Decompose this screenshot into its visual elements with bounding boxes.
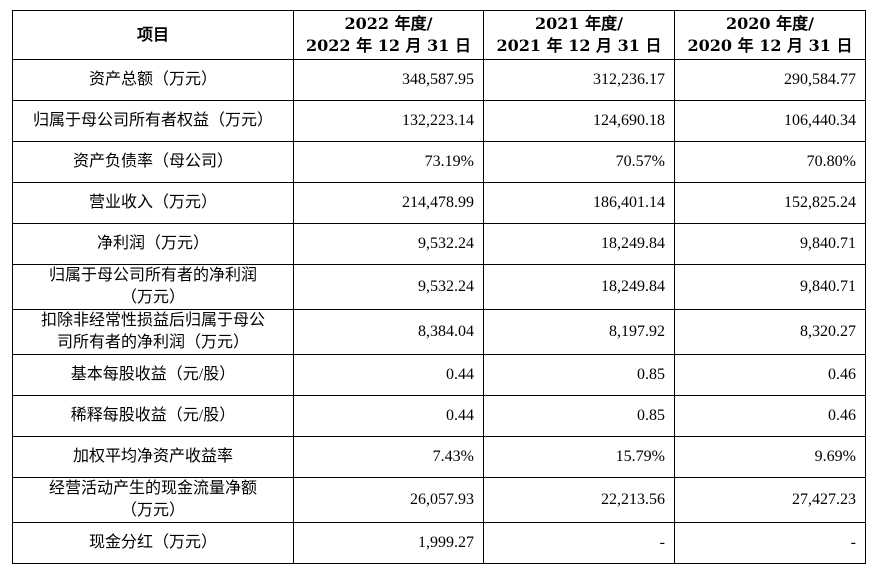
row-label-line1: 经营活动产生的现金流量净额	[48, 480, 257, 497]
cell-2022: 73.19%	[293, 141, 484, 183]
table-row: 净利润（万元） 9,532.24 18,249.84 9,840.71	[12, 223, 866, 265]
cell-2020: -	[674, 522, 866, 564]
cell-2021: -	[483, 522, 675, 564]
table-row: 归属于母公司所有者的净利润 （万元） 9,532.24 18,249.84 9,8…	[12, 264, 866, 310]
cell-2020: 9,840.71	[674, 264, 866, 310]
row-label: 资产负债率（母公司）	[12, 141, 294, 183]
row-label-line1: 加权平均净资产收益率	[72, 448, 233, 465]
cell-2022: 0.44	[293, 354, 484, 396]
row-label: 加权平均净资产收益率	[12, 436, 294, 478]
table-row: 稀释每股收益（元/股） 0.44 0.85 0.46	[12, 395, 866, 437]
header-2021: 2021 年度/ 2021 年 12 月 31 日	[483, 10, 675, 60]
header-item-label: 项目	[136, 25, 169, 44]
row-label-line1: 稀释每股收益（元/股）	[70, 407, 236, 424]
row-label: 经营活动产生的现金流量净额 （万元）	[12, 477, 294, 523]
row-label-line2: （万元）	[120, 502, 185, 519]
header-2022-line1: 2022 年度/	[344, 14, 433, 33]
row-label: 归属于母公司所有者权益（万元）	[12, 100, 294, 142]
table-row: 现金分红（万元） 1,999.27 - -	[12, 522, 866, 564]
row-label-line1: 扣除非经常性损益后归属于母公	[40, 312, 265, 329]
cell-2020: 9.69%	[674, 436, 866, 478]
cell-2020: 8,320.27	[674, 309, 866, 355]
table-row: 加权平均净资产收益率 7.43% 15.79% 9.69%	[12, 436, 866, 478]
cell-2021: 70.57%	[483, 141, 675, 183]
cell-2020: 0.46	[674, 354, 866, 396]
table-header-row: 项目 2022 年度/ 2022 年 12 月 31 日 2021 年度/ 20…	[12, 10, 866, 60]
cell-2021: 0.85	[483, 395, 675, 437]
cell-2022: 132,223.14	[293, 100, 484, 142]
row-label: 归属于母公司所有者的净利润 （万元）	[12, 264, 294, 310]
header-item: 项目	[12, 10, 294, 60]
cell-2022: 348,587.95	[293, 59, 484, 101]
header-2020: 2020 年度/ 2020 年 12 月 31 日	[674, 10, 866, 60]
cell-2020: 0.46	[674, 395, 866, 437]
row-label-line1: 资产总额（万元）	[88, 71, 217, 88]
table-row: 资产负债率（母公司） 73.19% 70.57% 70.80%	[12, 141, 866, 183]
cell-2022: 8,384.04	[293, 309, 484, 355]
cell-2020: 152,825.24	[674, 182, 866, 224]
cell-2022: 26,057.93	[293, 477, 484, 523]
row-label: 扣除非经常性损益后归属于母公 司所有者的净利润（万元）	[12, 309, 294, 355]
cell-2020: 290,584.77	[674, 59, 866, 101]
cell-2021: 18,249.84	[483, 264, 675, 310]
row-label-line1: 归属于母公司所有者的净利润	[48, 267, 257, 284]
cell-2021: 124,690.18	[483, 100, 675, 142]
financial-summary-table: 项目 2022 年度/ 2022 年 12 月 31 日 2021 年度/ 20…	[12, 10, 866, 564]
cell-2020: 9,840.71	[674, 223, 866, 265]
row-label-line1: 基本每股收益（元/股）	[70, 366, 236, 383]
header-2020-line1: 2020 年度/	[726, 14, 814, 33]
row-label: 资产总额（万元）	[12, 59, 294, 101]
table-row: 经营活动产生的现金流量净额 （万元） 26,057.93 22,213.56 27…	[12, 477, 866, 523]
row-label: 现金分红（万元）	[12, 522, 294, 564]
row-label: 稀释每股收益（元/股）	[12, 395, 294, 437]
cell-2022: 7.43%	[293, 436, 484, 478]
header-2021-line1: 2021 年度/	[535, 14, 623, 33]
row-label-line1: 资产负债率（母公司）	[72, 153, 233, 170]
cell-2021: 312,236.17	[483, 59, 675, 101]
cell-2021: 8,197.92	[483, 309, 675, 355]
table-row: 基本每股收益（元/股） 0.44 0.85 0.46	[12, 354, 866, 396]
cell-2021: 18,249.84	[483, 223, 675, 265]
header-2021-line2: 2021 年 12 月 31 日	[496, 36, 662, 55]
cell-2020: 70.80%	[674, 141, 866, 183]
cell-2020: 27,427.23	[674, 477, 866, 523]
row-label: 基本每股收益（元/股）	[12, 354, 294, 396]
header-2020-line2: 2020 年 12 月 31 日	[687, 36, 853, 55]
cell-2021: 15.79%	[483, 436, 675, 478]
header-2022: 2022 年度/ 2022 年 12 月 31 日	[293, 10, 484, 60]
row-label-line1: 营业收入（万元）	[88, 194, 217, 211]
cell-2022: 1,999.27	[293, 522, 484, 564]
row-label-line2: （万元）	[120, 289, 185, 306]
cell-2022: 9,532.24	[293, 264, 484, 310]
cell-2021: 22,213.56	[483, 477, 675, 523]
cell-2022: 0.44	[293, 395, 484, 437]
row-label-line1: 归属于母公司所有者权益（万元）	[32, 112, 273, 129]
cell-2022: 9,532.24	[293, 223, 484, 265]
row-label: 净利润（万元）	[12, 223, 294, 265]
table-row: 营业收入（万元） 214,478.99 186,401.14 152,825.2…	[12, 182, 866, 224]
header-2022-line2: 2022 年 12 月 31 日	[306, 36, 471, 55]
cell-2020: 106,440.34	[674, 100, 866, 142]
row-label: 营业收入（万元）	[12, 182, 294, 224]
cell-2021: 186,401.14	[483, 182, 675, 224]
cell-2021: 0.85	[483, 354, 675, 396]
table-row: 扣除非经常性损益后归属于母公 司所有者的净利润（万元） 8,384.04 8,19…	[12, 309, 866, 355]
table-row: 归属于母公司所有者权益（万元） 132,223.14 124,690.18 10…	[12, 100, 866, 142]
row-label-line1: 净利润（万元）	[96, 235, 209, 252]
row-label-line2: 司所有者的净利润（万元）	[56, 334, 249, 351]
table-row: 资产总额（万元） 348,587.95 312,236.17 290,584.7…	[12, 59, 866, 101]
cell-2022: 214,478.99	[293, 182, 484, 224]
row-label-line1: 现金分红（万元）	[88, 534, 217, 551]
